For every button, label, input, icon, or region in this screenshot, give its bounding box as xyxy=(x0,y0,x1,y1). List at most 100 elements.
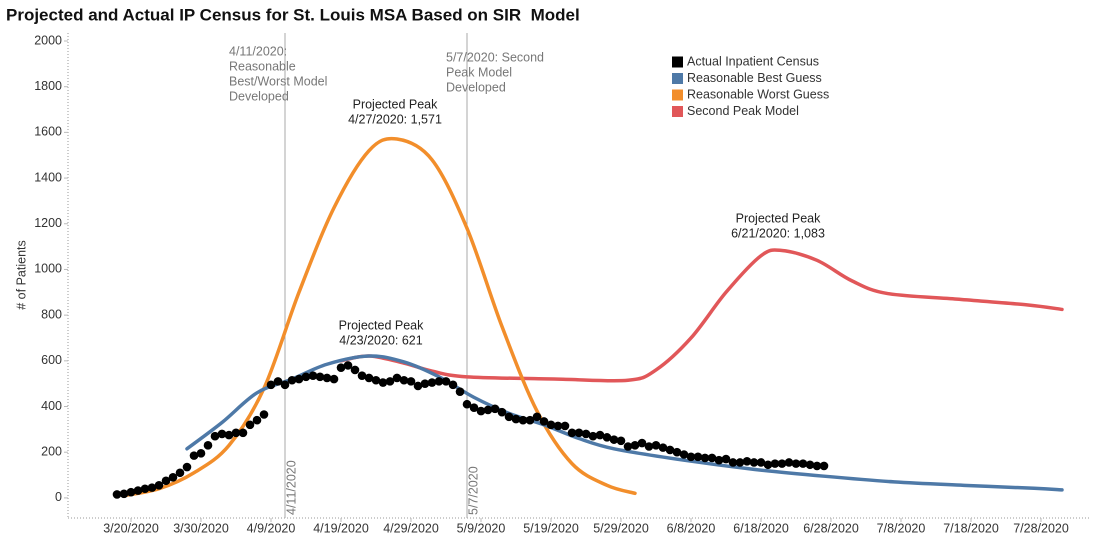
data-point xyxy=(504,412,514,422)
y-tick-label: 1000 xyxy=(34,262,62,276)
data-point xyxy=(287,375,297,385)
reference-note: 4/11/2020: xyxy=(229,44,287,58)
legend-label: Reasonable Best Guess xyxy=(687,71,822,85)
reference-label: 4/11/2020 xyxy=(284,460,298,515)
legend-label: Actual Inpatient Census xyxy=(687,54,819,68)
reference-note: Peak Model xyxy=(446,65,512,79)
data-point xyxy=(553,421,563,431)
legend-swatch xyxy=(672,73,683,84)
data-point xyxy=(448,380,458,390)
data-point xyxy=(805,460,815,470)
data-point xyxy=(343,361,353,370)
data-point xyxy=(322,373,332,383)
data-point xyxy=(777,459,787,468)
data-point xyxy=(336,363,346,372)
x-tick-label: 7/18/2020 xyxy=(943,521,999,535)
data-point xyxy=(406,377,416,386)
legend-label: Reasonable Worst Guess xyxy=(687,87,829,101)
data-point xyxy=(378,378,388,387)
data-point xyxy=(133,486,143,495)
legend-swatch xyxy=(672,106,683,117)
annotation: 4/27/2020: 1,571 xyxy=(348,112,442,126)
data-point xyxy=(462,399,472,409)
x-tick-label: 3/30/2020 xyxy=(173,521,229,535)
data-point xyxy=(721,454,731,464)
reference-note: Reasonable xyxy=(229,59,296,73)
data-point xyxy=(224,430,234,440)
annotation: Projected Peak xyxy=(339,318,425,332)
x-tick-label: 4/9/2020 xyxy=(247,521,296,535)
data-point xyxy=(763,460,773,470)
reference-note: Best/Worst Model xyxy=(229,74,327,88)
series-line xyxy=(122,136,637,498)
x-tick-label: 4/29/2020 xyxy=(383,521,439,535)
data-point xyxy=(350,365,360,375)
data-point xyxy=(266,380,276,390)
series-line xyxy=(339,248,1064,383)
x-tick-label: 4/19/2020 xyxy=(313,521,369,535)
x-tick-label: 6/8/2020 xyxy=(667,521,716,535)
data-point xyxy=(581,429,591,439)
y-tick-label: 400 xyxy=(41,399,62,413)
data-point xyxy=(532,412,542,422)
data-point xyxy=(399,375,409,385)
data-point xyxy=(189,451,199,460)
data-point xyxy=(644,442,654,451)
x-tick-label: 5/9/2020 xyxy=(457,521,506,535)
y-tick-label: 800 xyxy=(41,307,62,321)
data-point xyxy=(119,489,129,499)
data-point xyxy=(420,379,430,388)
data-point xyxy=(434,377,444,386)
data-point xyxy=(791,459,801,468)
y-tick-label: 600 xyxy=(41,353,62,367)
reference-note: Developed xyxy=(446,80,506,94)
data-point xyxy=(161,476,171,486)
reference-label: 5/7/2020 xyxy=(466,466,480,515)
x-tick-label: 5/19/2020 xyxy=(523,521,579,535)
data-point xyxy=(238,428,248,438)
data-point xyxy=(469,403,479,412)
data-point xyxy=(273,377,283,386)
data-point xyxy=(182,462,192,472)
data-point xyxy=(154,481,164,490)
annotation: 4/23/2020: 621 xyxy=(339,333,422,347)
data-point xyxy=(357,371,367,380)
data-point xyxy=(147,483,157,492)
data-point xyxy=(490,404,500,414)
y-tick-label: 1800 xyxy=(34,79,62,93)
reference-note: Developed xyxy=(229,89,289,103)
data-point xyxy=(616,436,626,446)
legend-swatch xyxy=(672,56,683,68)
data-point xyxy=(588,431,598,441)
x-tick-label: 5/29/2020 xyxy=(593,521,649,535)
data-point xyxy=(252,415,262,425)
x-tick-label: 7/28/2020 xyxy=(1013,521,1069,535)
data-point xyxy=(476,406,486,416)
data-point xyxy=(175,468,185,478)
x-tick-label: 6/18/2020 xyxy=(733,521,789,535)
data-point xyxy=(140,484,150,494)
data-point xyxy=(525,415,535,425)
data-point xyxy=(560,421,570,431)
data-point xyxy=(280,380,290,390)
data-point xyxy=(693,452,703,462)
y-tick-label: 2000 xyxy=(34,33,62,47)
data-point xyxy=(301,372,311,382)
data-point xyxy=(798,459,808,468)
reference-note: 5/7/2020: Second xyxy=(446,50,544,64)
data-point xyxy=(371,375,381,385)
data-point xyxy=(756,458,766,467)
y-tick-label: 200 xyxy=(41,445,62,459)
data-point xyxy=(308,371,318,380)
data-point xyxy=(203,441,213,450)
data-point xyxy=(679,450,689,459)
data-point xyxy=(385,377,395,386)
data-point xyxy=(574,428,584,438)
data-point xyxy=(637,438,647,448)
data-point xyxy=(511,414,521,424)
data-point xyxy=(497,407,507,417)
data-point xyxy=(413,381,423,391)
data-point xyxy=(210,431,220,441)
data-point xyxy=(518,415,528,425)
